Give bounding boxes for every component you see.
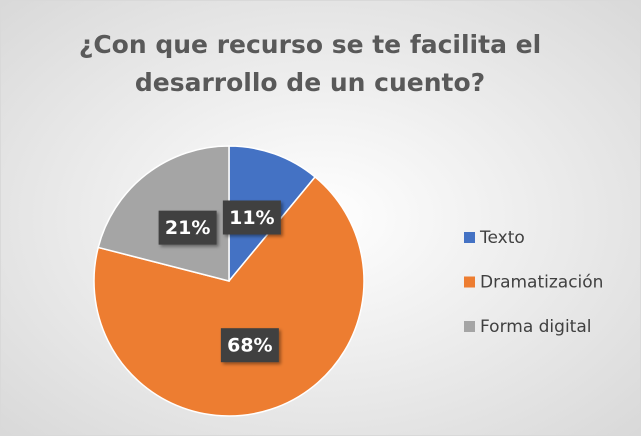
legend-swatch	[464, 276, 475, 288]
legend-label: Dramatización	[480, 273, 603, 293]
data-label: 68%	[227, 335, 272, 357]
data-label: 11%	[229, 207, 274, 229]
legend-label: Forma digital	[480, 317, 591, 337]
pie-slice	[93, 175, 365, 417]
label-box	[220, 328, 279, 363]
chart-title: ¿Con que recurso se te facilita el desar…	[78, 30, 542, 97]
label-box	[158, 210, 217, 245]
legend-swatch	[464, 321, 475, 332]
legend-label: Texto	[479, 228, 525, 248]
label-box	[222, 200, 281, 235]
legend-swatch	[464, 232, 475, 243]
data-label: 21%	[165, 217, 210, 239]
